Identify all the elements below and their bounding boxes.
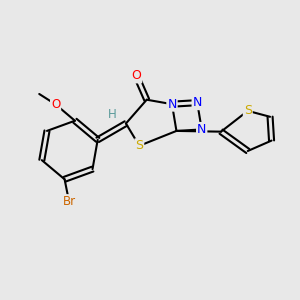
Text: S: S (244, 104, 252, 117)
Text: O: O (51, 99, 60, 110)
Text: S: S (135, 139, 143, 152)
Text: O: O (131, 69, 141, 82)
Text: O: O (51, 98, 60, 111)
Text: N: N (167, 98, 177, 111)
Text: N: N (197, 123, 206, 136)
Text: H: H (108, 108, 117, 121)
Text: N: N (193, 96, 202, 109)
Text: Br: Br (62, 195, 76, 208)
